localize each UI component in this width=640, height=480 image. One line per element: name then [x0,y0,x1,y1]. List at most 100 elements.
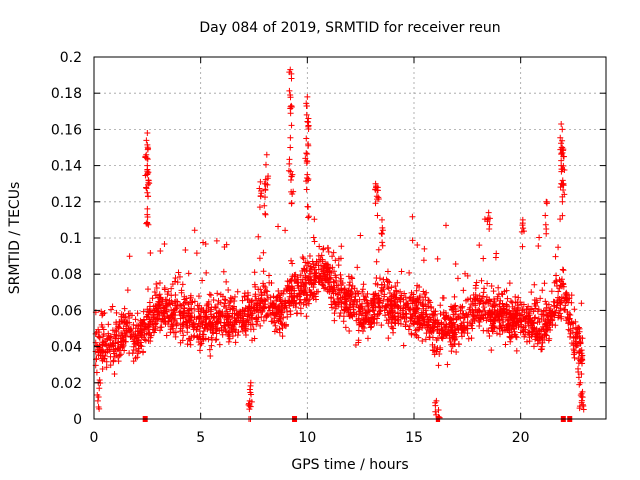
data-point [229,328,236,335]
data-point [287,311,294,318]
data-point [486,225,493,232]
data-point [299,254,306,261]
data-point [286,87,293,94]
data-point [244,289,251,296]
data-point [459,303,466,310]
data-point [273,311,280,318]
data-point [310,234,317,241]
data-point [99,365,106,372]
data-point [257,286,264,293]
data-point [156,280,163,287]
data-point [493,250,500,257]
data-point [116,320,123,327]
data-point [284,313,291,320]
data-point [511,328,518,335]
data-point [497,322,504,329]
data-point [245,317,252,324]
data-point [162,296,169,303]
data-point [179,281,186,288]
data-point [161,307,168,314]
data-point [134,350,141,357]
data-point [565,326,572,333]
data-point [464,314,471,321]
data-point [114,345,121,352]
data-point [248,398,255,405]
data-point [373,258,380,265]
data-point [329,264,336,271]
data-point [304,203,311,210]
data-point [138,329,145,336]
data-point [304,93,311,100]
data-point [208,304,215,311]
data-point [120,314,127,321]
data-point [362,310,369,317]
data-point [328,304,335,311]
data-point [170,321,177,328]
data-point [538,346,545,353]
data-point [113,309,120,316]
data-point [512,293,519,300]
x-tick-label: 20 [512,430,530,446]
data-point [458,333,465,340]
data-point [331,310,338,317]
data-point [571,354,578,361]
data-point [103,364,110,371]
data-point [496,301,503,308]
data-point [211,314,218,321]
data-point [559,198,566,205]
data-point [285,167,292,174]
data-point [462,270,469,277]
data-point [279,333,286,340]
data-point [566,311,573,318]
data-point [163,308,170,315]
data-point [506,329,513,336]
data-point [187,295,194,302]
data-point [199,336,206,343]
data-point [168,314,175,321]
data-point [338,275,345,282]
data-point [305,213,312,220]
data-point [205,336,212,343]
data-point [449,343,456,350]
data-point [237,317,244,324]
data-point [198,308,205,315]
data-point [352,291,359,298]
data-point [555,288,562,295]
data-point [557,216,564,223]
data-point [176,309,183,316]
data-point [95,393,102,400]
data-point [356,308,363,315]
data-point [121,330,128,337]
data-point [155,315,162,322]
data-point [215,297,222,304]
data-point [426,334,433,341]
data-point [171,309,178,316]
data-point [535,327,542,334]
data-point [134,310,141,317]
data-point [305,115,312,122]
data-point [400,342,407,349]
data-point [476,297,483,304]
data-point [380,286,387,293]
data-point [499,300,506,307]
data-point [531,324,538,331]
data-point [519,216,526,223]
data-point [379,239,386,246]
data-point [372,180,379,187]
data-point [419,337,426,344]
data-point [226,325,233,332]
data-point [262,161,269,168]
data-point [156,312,163,319]
data-point [262,210,269,217]
data-point [420,303,427,310]
data-point [520,301,527,308]
data-point [515,302,522,309]
data-point [555,312,562,319]
data-point [361,296,368,303]
data-point [265,272,272,279]
data-point [563,298,570,305]
data-point [504,295,511,302]
data-point [233,307,240,314]
data-point [215,309,222,316]
data-point [97,352,104,359]
